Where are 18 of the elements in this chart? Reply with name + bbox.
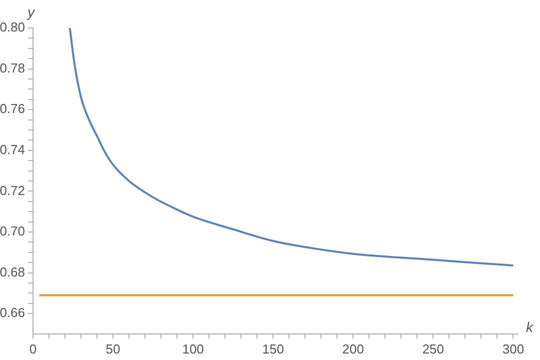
y-tick-label: 0.68	[0, 264, 25, 280]
y-tick-label: 0.78	[0, 60, 25, 76]
y-tick-label: 0.80	[0, 20, 25, 35]
x-axis-title: k	[526, 318, 534, 335]
x-tick-label: 250	[422, 341, 444, 356]
x-tick-label: 100	[182, 341, 204, 356]
y-tick-label: 0.70	[0, 224, 25, 239]
y-tick-label: 0.72	[0, 182, 25, 198]
line-series	[68, 28, 514, 266]
x-tick-label: 200	[342, 341, 364, 356]
x-tick-label: 0	[29, 341, 37, 356]
y-axis-title: y	[26, 4, 36, 20]
y-tick-label: 0.74	[0, 142, 25, 157]
x-tick-label: 150	[262, 341, 284, 356]
y-tick-label: 0.76	[0, 101, 25, 116]
x-tick-label: 50	[106, 341, 120, 356]
y-tick-label: 0.66	[0, 305, 25, 320]
x-tick-label: 300	[502, 341, 524, 356]
